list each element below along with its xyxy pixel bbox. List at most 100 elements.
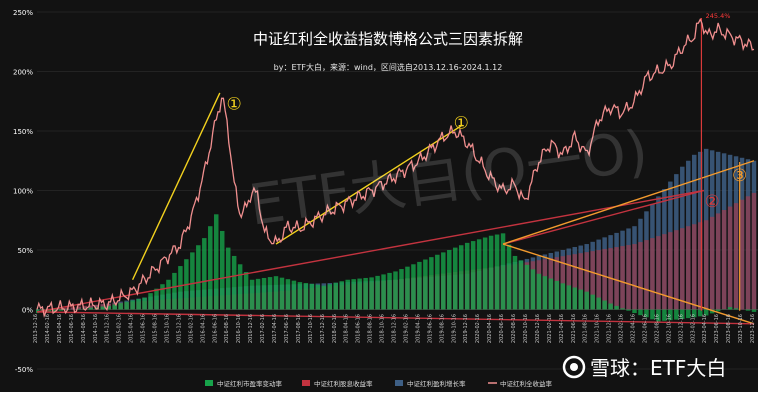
bar-pe-change (464, 242, 470, 310)
x-tick-label: 2020-02-16 (475, 314, 481, 343)
baseline-line (36, 311, 755, 325)
bar-pe-change (88, 307, 94, 310)
bar-pe-change (608, 303, 613, 310)
bar-pe-change (166, 279, 171, 310)
bar-pe-change (745, 309, 751, 311)
bar-dividend-yield (632, 244, 637, 310)
bar-pe-change (482, 237, 488, 310)
bar-dividend-yield (644, 240, 649, 310)
chart-title: 中证红利全收益指数博格公式三因素拆解 (253, 30, 523, 48)
bar-dividend-yield (614, 247, 619, 310)
bar-pe-change (590, 294, 595, 310)
bar-pe-change (285, 279, 291, 310)
bar-pe-change (674, 309, 679, 320)
bar-pe-change (572, 287, 577, 310)
legend: 中证红利市盈率变动率 中证红利股息收益率 中证红利盈利增长率 中证红利全收益率 (205, 379, 553, 388)
bar-pe-change (46, 309, 52, 312)
bar-pe-change (375, 275, 380, 310)
bar-dividend-yield (76, 306, 82, 310)
x-tick-label: 2018-04-16 (344, 314, 350, 343)
bar-pe-change (751, 309, 757, 312)
x-tick-label: 2020-08-16 (511, 314, 517, 343)
bar-pe-change (548, 278, 554, 310)
trend-line-2015 (131, 92, 221, 281)
series-line-total-return (36, 17, 755, 318)
x-tick-label: 2023-12-16 (750, 314, 756, 343)
bar-pe-change (506, 244, 512, 310)
bar-pe-change (142, 297, 147, 310)
bar-pe-change (351, 279, 356, 310)
bar-pe-change (112, 304, 117, 310)
bar-pe-change (435, 254, 440, 310)
x-tick-label: 2015-10-16 (164, 314, 170, 343)
bar-pe-change (680, 309, 685, 320)
bar-dividend-yield (578, 253, 583, 310)
chart-subtitle: by：ETF大白，来源：wind，区间选自2013.12.16-2024.1.1… (274, 62, 503, 72)
plot-background (36, 0, 758, 392)
bar-pe-change (524, 264, 530, 310)
x-tick-label: 2017-06-16 (284, 314, 290, 343)
x-tick-label: 2019-08-16 (439, 314, 445, 343)
bar-dividend-yield (745, 196, 751, 310)
bar-pe-change (106, 305, 111, 310)
annotations: ① ① ②③ (227, 95, 748, 213)
x-tick-label: 2014-04-16 (57, 314, 63, 343)
bar-pe-change (303, 283, 309, 310)
bar-dividend-yield (596, 250, 601, 310)
bar-pe-change (243, 272, 249, 310)
bar-pe-change (297, 282, 303, 310)
bar-pe-change (488, 235, 494, 310)
bar-pe-change (76, 308, 82, 310)
y-tick-label: 200% (13, 69, 33, 77)
y-tick-label: 250% (13, 9, 33, 17)
bar-pe-change (225, 247, 231, 310)
bar-pe-change (405, 266, 410, 310)
return-line-layer (36, 17, 755, 318)
bar-dividend-yield (739, 199, 745, 310)
bar-dividend-yield (733, 203, 739, 310)
bar-pe-change (214, 214, 219, 310)
bar-pe-change (321, 285, 327, 310)
bar-pe-change (333, 282, 338, 310)
bar-pe-change (644, 309, 649, 318)
bar-pe-change (638, 309, 643, 316)
bar-dividend-yield (572, 254, 577, 310)
x-tick-label: 2018-06-16 (356, 314, 362, 343)
x-tick-label: 2018-12-16 (392, 314, 398, 343)
annotation-marker: ③ (732, 166, 747, 186)
bar-pe-change (441, 252, 446, 310)
bar-pe-change (709, 309, 715, 314)
bar-dividend-yield (620, 246, 625, 310)
bar-dividend-yield (697, 222, 703, 310)
x-tick-label: 2016-02-16 (188, 314, 194, 343)
x-tick-label: 2023-06-16 (714, 314, 720, 343)
legend-swatch (395, 380, 403, 386)
bar-pe-change (417, 261, 422, 310)
bar-pe-change (291, 280, 297, 310)
x-tick-label: 2019-06-16 (427, 314, 433, 343)
x-tick-label: 2014-08-16 (81, 314, 87, 343)
bar-pe-change (58, 309, 64, 311)
x-tick-label: 2021-10-16 (595, 314, 601, 343)
legend-swatch (302, 380, 310, 386)
bar-pe-change (453, 247, 458, 310)
bar-pe-change (692, 309, 697, 318)
x-tick-label: 2018-02-16 (332, 314, 338, 343)
bar-pe-change (273, 276, 279, 310)
x-tick-label: 2022-08-16 (654, 314, 660, 343)
x-tick-label: 2014-10-16 (93, 314, 99, 343)
annotation-marker: ② (705, 192, 720, 212)
x-tick-label: 2021-02-16 (547, 314, 553, 343)
bar-dividend-yield (584, 252, 589, 310)
bar-pe-change (578, 289, 583, 310)
guide-lines (36, 17, 755, 325)
bar-pe-change (423, 259, 428, 310)
legend-item: 中证红利市盈率变动率 (205, 379, 283, 388)
x-tick-label: 2021-12-16 (607, 314, 613, 343)
x-tick-label: 2017-08-16 (296, 314, 302, 343)
x-tick-label: 2021-08-16 (583, 314, 589, 343)
legend-label: 中证红利盈利增长率 (407, 379, 466, 388)
bar-dividend-yield (58, 307, 64, 310)
x-tick-label: 2017-10-16 (308, 314, 314, 343)
legend-label: 中证红利股息收益率 (314, 379, 373, 388)
